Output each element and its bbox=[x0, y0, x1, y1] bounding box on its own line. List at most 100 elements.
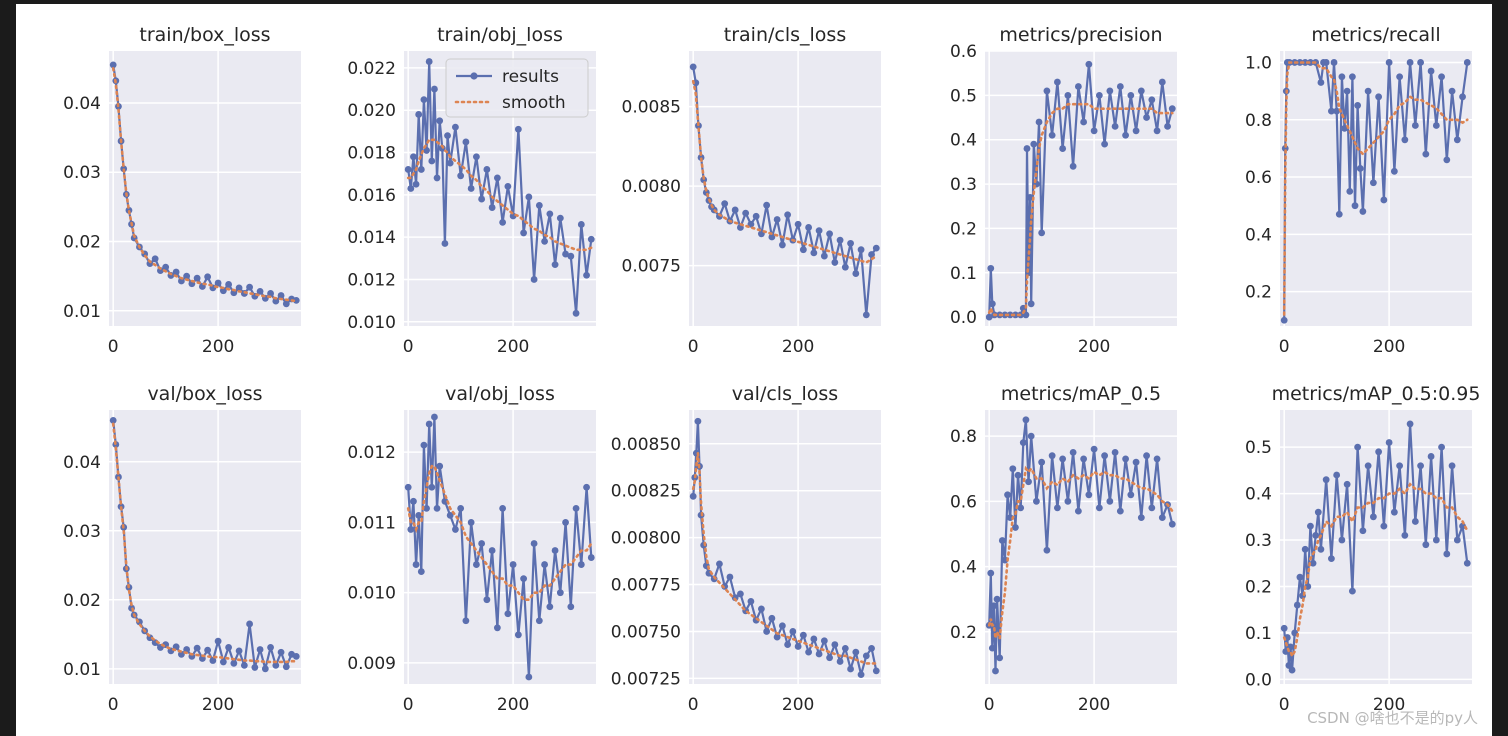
x-tick-label: 200 bbox=[497, 337, 529, 357]
series-line-results bbox=[988, 418, 1174, 673]
point-results bbox=[1356, 165, 1364, 172]
point-results bbox=[1463, 59, 1471, 66]
y-tick-label: 0.2 bbox=[1245, 283, 1272, 303]
point-results bbox=[1027, 300, 1035, 308]
chart-title: train/cls_loss bbox=[724, 24, 846, 46]
legend-results-marker bbox=[470, 72, 478, 80]
point-results bbox=[172, 268, 180, 276]
point-results bbox=[757, 605, 765, 613]
point-results bbox=[1453, 536, 1461, 544]
point-results bbox=[282, 300, 290, 308]
x-tick-label: 0 bbox=[1279, 695, 1290, 715]
series-line-smooth bbox=[987, 102, 1174, 317]
y-tick-label: 0.8 bbox=[950, 427, 977, 447]
point-results bbox=[1443, 550, 1451, 558]
chart-title: val/cls_loss bbox=[732, 383, 838, 405]
point-results bbox=[1390, 167, 1398, 175]
point-results bbox=[1351, 202, 1359, 210]
point-results bbox=[423, 504, 430, 512]
x-tick-label: 0 bbox=[108, 337, 119, 357]
point-results bbox=[425, 58, 433, 65]
point-results bbox=[246, 620, 253, 628]
point-results bbox=[1022, 416, 1030, 424]
y-tick-label: 0.2 bbox=[950, 623, 977, 643]
y-tick-label: 0.010 bbox=[347, 584, 396, 604]
point-results bbox=[1343, 87, 1351, 95]
point-results bbox=[1074, 83, 1082, 90]
series-line-smooth bbox=[406, 464, 593, 602]
point-results bbox=[204, 273, 212, 281]
point-results bbox=[425, 420, 433, 428]
point-results bbox=[1064, 91, 1072, 99]
point-results bbox=[826, 654, 833, 662]
point-results bbox=[583, 483, 590, 491]
point-results bbox=[1053, 504, 1061, 512]
x-tick-label: 200 bbox=[1373, 695, 1405, 715]
point-results bbox=[193, 644, 201, 652]
point-results bbox=[852, 648, 860, 656]
point-results bbox=[998, 537, 1006, 544]
point-results bbox=[768, 614, 776, 622]
point-results bbox=[1035, 118, 1043, 126]
point-results bbox=[1153, 127, 1161, 135]
point-results bbox=[1396, 73, 1404, 81]
point-results bbox=[784, 211, 792, 219]
point-results bbox=[562, 519, 569, 526]
point-results bbox=[763, 628, 771, 635]
series-line-smooth bbox=[691, 453, 878, 665]
point-results bbox=[261, 665, 269, 673]
point-results bbox=[1432, 536, 1440, 544]
point-results bbox=[831, 259, 839, 266]
point-results bbox=[1390, 508, 1398, 516]
point-results bbox=[815, 650, 823, 658]
y-tick-label: 0.03 bbox=[63, 163, 101, 183]
point-results bbox=[1288, 666, 1296, 674]
point-results bbox=[415, 111, 423, 118]
point-results bbox=[1333, 107, 1341, 115]
point-results bbox=[1080, 118, 1088, 126]
point-results bbox=[841, 263, 849, 271]
point-results bbox=[1314, 508, 1322, 516]
point-results bbox=[433, 174, 441, 182]
point-results bbox=[752, 212, 760, 220]
x-tick-label: 200 bbox=[782, 695, 814, 715]
point-results bbox=[587, 554, 595, 561]
point-results bbox=[1137, 87, 1145, 95]
point-results bbox=[1026, 193, 1034, 201]
point-results bbox=[151, 255, 159, 263]
y-tick-label: 0.00725 bbox=[611, 669, 681, 689]
point-results bbox=[551, 547, 559, 554]
series-group bbox=[1280, 59, 1471, 324]
chart-title: train/box_loss bbox=[139, 24, 270, 46]
y-tick-label: 0.01 bbox=[63, 660, 101, 680]
point-results bbox=[209, 657, 217, 664]
point-results bbox=[990, 602, 998, 610]
point-results bbox=[514, 125, 522, 133]
point-results bbox=[282, 663, 290, 671]
point-results bbox=[472, 561, 480, 568]
panel-val-box-loss: 0.01 0.02 0.03 0.04 0 200 val/box_loss bbox=[63, 383, 301, 715]
point-results bbox=[1380, 522, 1388, 530]
x-tick-label: 0 bbox=[984, 695, 995, 715]
series-line-results bbox=[407, 60, 593, 315]
point-results bbox=[1048, 452, 1056, 460]
point-results bbox=[410, 497, 417, 505]
point-results bbox=[1333, 471, 1341, 479]
y-tick-label: 0.009 bbox=[347, 654, 396, 674]
point-results bbox=[747, 598, 755, 605]
point-results bbox=[1375, 93, 1383, 101]
point-results bbox=[428, 157, 436, 165]
point-results bbox=[726, 573, 734, 581]
series-line-smooth bbox=[1282, 482, 1469, 660]
point-results bbox=[441, 497, 449, 505]
point-results bbox=[404, 166, 412, 173]
point-results bbox=[763, 201, 771, 209]
point-results bbox=[277, 648, 285, 656]
panel-metrics-precision: 0.0 0.1 0.2 0.3 0.4 0.5 0.6 0 200 metrics/precisi… bbox=[950, 24, 1177, 357]
x-tick-label: 0 bbox=[984, 337, 995, 357]
point-results bbox=[420, 441, 428, 449]
y-tick-label: 0.6 bbox=[950, 492, 977, 512]
point-results bbox=[509, 561, 517, 568]
point-results bbox=[441, 240, 449, 247]
point-results bbox=[225, 281, 233, 288]
